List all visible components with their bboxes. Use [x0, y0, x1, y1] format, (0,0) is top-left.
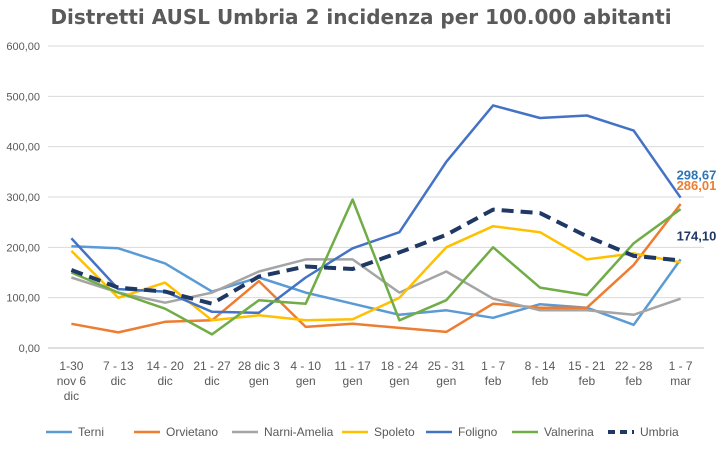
x-tick-label-line: feb [625, 374, 642, 388]
legend-item: Narni-Amelia [232, 425, 334, 439]
gridlines [48, 45, 704, 349]
x-tick-label: 1 - 7 mar [669, 359, 693, 388]
legend-label: Foligno [458, 425, 498, 439]
y-tick-label: 0,00 [19, 343, 40, 355]
chart-title: Distretti AUSL Umbria 2 incidenza per 10… [50, 5, 671, 29]
x-tick-label: 18 - 24 gen [381, 359, 419, 388]
x-tick-label-line: dic [111, 374, 126, 388]
legend-item: Foligno [426, 425, 498, 439]
x-tick-label: 22 - 28 feb [615, 359, 653, 388]
x-tick-label-line: feb [579, 374, 596, 388]
legend-item: Valnerina [512, 425, 594, 439]
x-tick-label-line: dic [157, 374, 172, 388]
x-tick-label-line: mar [670, 374, 691, 388]
y-tick-label: 500,00 [6, 91, 40, 103]
series-line-valnerina [70, 198, 682, 336]
legend-item: Spoleto [342, 425, 415, 439]
x-tick-label-line: feb [532, 374, 549, 388]
x-tick-label: 1-30 nov 6 dic [57, 359, 87, 403]
x-tick-label: 1 - 7 feb [481, 359, 505, 388]
x-tick-label-line: 22 - 28 [615, 359, 653, 373]
x-tick-label-line: gen [343, 374, 363, 388]
series-line-orvietano [71, 203, 682, 334]
legend-item: Umbria [608, 425, 679, 439]
x-tick-label-line: 28 dic 3 [238, 359, 280, 373]
legend-label: Orvietano [166, 425, 218, 439]
end-value-label: 298,67 [677, 168, 717, 183]
x-tick-label-line: gen [436, 374, 456, 388]
x-tick-label-line: 1-30 [59, 359, 83, 373]
legend-label: Spoleto [374, 425, 415, 439]
y-tick-label: 400,00 [6, 142, 40, 154]
x-tick-label-line: 11 - 17 [334, 359, 371, 373]
x-tick-label-line: 15 - 21 [568, 359, 606, 373]
series-lines [70, 104, 682, 336]
series-line-umbria [70, 207, 681, 306]
x-tick-label-line: 21 - 27 [193, 359, 231, 373]
series-line-narni-amelia [71, 258, 682, 317]
end-value-label: 286,01 [677, 178, 717, 193]
legend: Terni Orvietano Narni-Amelia Spoleto Foligno… [46, 425, 679, 439]
x-tick-label-line: 25 - 31 [428, 359, 466, 373]
x-tick-label: 11 - 17 gen [334, 359, 371, 388]
y-tick-label: 600,00 [6, 41, 40, 53]
x-tick-label-line: nov 6 [57, 374, 87, 388]
x-tick-label-line: gen [296, 374, 316, 388]
x-tick-label: 4 - 10 gen [290, 359, 321, 388]
legend-item: Orvietano [134, 425, 218, 439]
x-tick-label: 28 dic 3 gen [238, 359, 280, 388]
y-tick-label: 300,00 [6, 192, 40, 204]
x-tick-label-line: feb [485, 374, 502, 388]
legend-label: Valnerina [544, 425, 594, 439]
x-tick-label-line: 7 - 13 [103, 359, 134, 373]
x-tick-label-line: gen [389, 374, 409, 388]
x-tick-label-line: dic [64, 389, 79, 403]
x-tick-label-line: 8 - 14 [525, 359, 556, 373]
x-tick-label-line: 14 - 20 [146, 359, 184, 373]
x-tick-label-line: gen [249, 374, 269, 388]
legend-label: Umbria [640, 425, 679, 439]
legend-label: Terni [78, 425, 104, 439]
x-tick-label-line: 4 - 10 [290, 359, 321, 373]
y-axis: 0,00 100,00 200,00 300,00 400,00 500,00 600,00 [6, 41, 40, 355]
y-tick-label: 200,00 [6, 242, 40, 254]
x-tick-label: 21 - 27 dic [193, 359, 231, 388]
legend-item: Terni [46, 425, 104, 439]
x-tick-label: 8 - 14 feb [525, 359, 556, 388]
legend-label: Narni-Amelia [264, 425, 334, 439]
x-tick-label-line: 1 - 7 [669, 359, 693, 373]
series-line-spoleto [70, 224, 681, 322]
x-tick-label: 7 - 13 dic [103, 359, 134, 388]
x-tick-label-line: 18 - 24 [381, 359, 419, 373]
x-tick-label: 25 - 31 gen [428, 359, 466, 388]
end-value-label: 174,10 [677, 228, 717, 243]
x-tick-label-line: 1 - 7 [481, 359, 505, 373]
x-tick-label: 14 - 20 dic [146, 359, 184, 388]
x-tick-label-line: dic [204, 374, 219, 388]
x-tick-label: 15 - 21 feb [568, 359, 606, 388]
y-tick-label: 100,00 [6, 293, 40, 305]
